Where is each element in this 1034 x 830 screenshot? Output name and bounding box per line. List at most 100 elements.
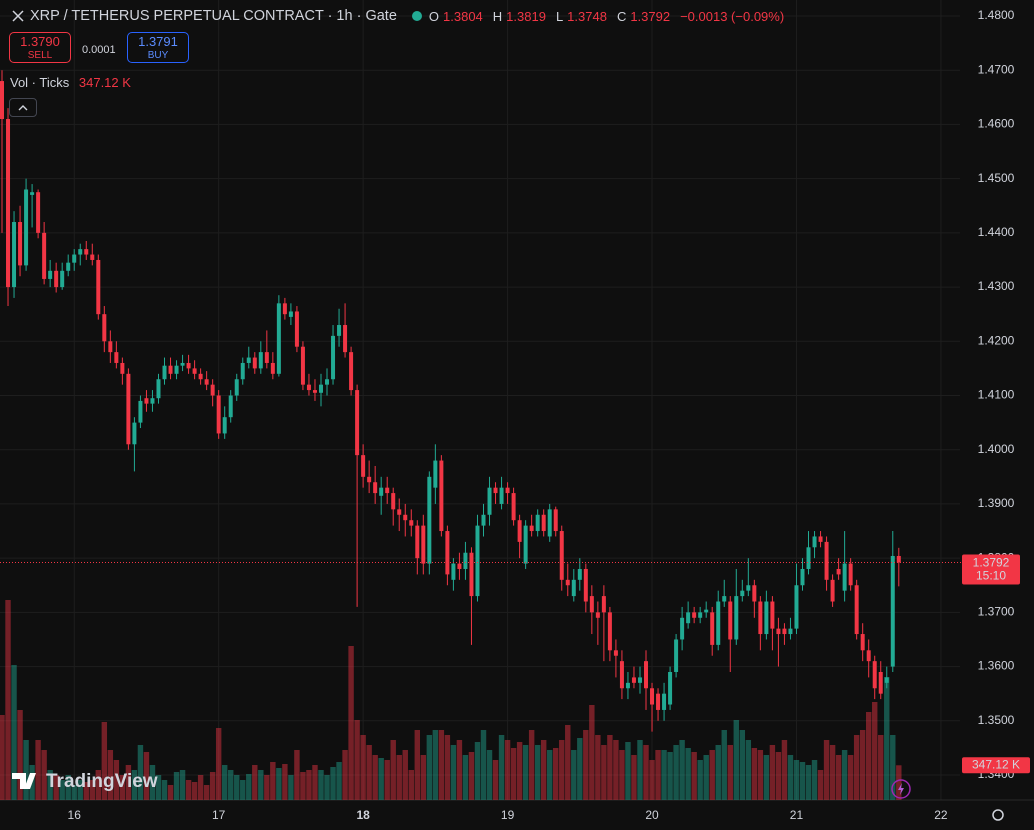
- volume-bar: [745, 740, 752, 800]
- candle-body: [529, 525, 534, 532]
- candle-body: [48, 270, 53, 279]
- candle-body: [66, 262, 71, 271]
- volume-bar: [679, 740, 685, 800]
- candle-body: [523, 525, 528, 564]
- volume-bar: [234, 775, 240, 800]
- candle-body: [379, 487, 384, 496]
- candle-body: [830, 579, 835, 602]
- volume-bar: [841, 750, 848, 800]
- candle-body: [60, 270, 65, 288]
- ohlc: O 1.3804 H 1.3819 L 1.3748 C 1.3792 −0.0013 (−0.…: [429, 9, 790, 24]
- volume-bar: [35, 740, 41, 800]
- volume-bar: [456, 740, 463, 800]
- price-label-box: [962, 554, 1020, 585]
- volume-bar: [781, 740, 788, 800]
- candle-body: [246, 357, 251, 363]
- volume-bar: [294, 750, 300, 800]
- candle-body: [541, 514, 546, 532]
- volume-title: Vol · Ticks: [10, 75, 70, 90]
- candle-body: [547, 509, 552, 537]
- volume-bar: [553, 748, 559, 800]
- candle-body: [613, 650, 618, 656]
- candle-body: [451, 563, 456, 580]
- candle-body: [318, 384, 323, 393]
- y-tick-label: 1.3900: [978, 496, 1015, 510]
- candle-body: [306, 384, 311, 391]
- candle-body: [78, 249, 83, 255]
- candle-body: [463, 552, 468, 569]
- volume-bar: [601, 745, 607, 800]
- candle-body: [12, 222, 17, 288]
- volume-bar: [300, 772, 306, 800]
- volume-bar: [847, 755, 854, 800]
- candle-body: [800, 568, 805, 586]
- volume-bar: [709, 750, 715, 800]
- volume-bar: [203, 785, 210, 800]
- spread: 0.0001: [82, 44, 116, 56]
- x-tick-label: 19: [501, 808, 515, 822]
- volume-bar: [420, 755, 427, 800]
- collapse-button[interactable]: [9, 98, 37, 117]
- volume-bar: [258, 770, 264, 800]
- candle-body: [216, 395, 221, 434]
- candle-body: [132, 422, 137, 445]
- candle-body: [812, 536, 817, 548]
- candle-body: [24, 189, 29, 266]
- volume-bar: [613, 740, 619, 800]
- candle-body: [421, 525, 426, 564]
- candle-body: [409, 520, 414, 526]
- volume-bar: [41, 750, 47, 800]
- candle-body: [138, 400, 143, 423]
- candle-body: [872, 661, 877, 689]
- volume-bar: [47, 770, 53, 800]
- candle-body: [511, 493, 516, 521]
- candle-body: [692, 612, 697, 618]
- candle-body: [866, 650, 871, 662]
- candle-body: [126, 373, 131, 445]
- candle-body: [445, 531, 450, 575]
- y-tick-label: 1.4100: [978, 388, 1015, 402]
- candle-body: [427, 476, 432, 564]
- sell-button[interactable]: 1.3790 SELL: [9, 32, 71, 63]
- price-label: 1.3792: [973, 556, 1010, 570]
- volume-bar: [516, 742, 523, 800]
- volume-bar: [589, 705, 595, 800]
- candle-body: [680, 617, 685, 640]
- x-tick-label: 20: [645, 808, 659, 822]
- volume-bar: [763, 755, 770, 800]
- candle-body: [174, 365, 179, 374]
- ohlc-label: O: [428, 8, 440, 24]
- volume-axis-label: 347.12 K: [972, 757, 1020, 771]
- volume-bar: [179, 770, 186, 800]
- chart-title[interactable]: XRP / TETHERUS PERPETUAL CONTRACT · 1h ·…: [30, 8, 397, 24]
- volume-bar: [125, 765, 132, 800]
- volume-bar: [703, 755, 709, 800]
- volume-bar: [480, 730, 487, 800]
- candle-body: [108, 341, 113, 353]
- candle-body: [325, 379, 330, 385]
- candle-body: [589, 596, 594, 613]
- candle-body: [6, 119, 11, 288]
- change: −0.0013 (−0.09%): [680, 8, 785, 24]
- chevron: [18, 105, 28, 111]
- candle-body: [644, 661, 649, 689]
- volume-bar: [149, 765, 156, 800]
- volume-label-box: [962, 757, 1030, 774]
- volume-bar: [71, 785, 77, 800]
- settings-icon: [992, 809, 1004, 821]
- symbol-icon[interactable]: [12, 10, 24, 22]
- volume-bar: [733, 720, 739, 800]
- volume-bar: [5, 600, 11, 800]
- y-tick-label: 1.4000: [978, 442, 1015, 456]
- candle-body: [331, 335, 336, 380]
- volume-bar: [167, 785, 174, 800]
- candle-body: [343, 325, 348, 353]
- volume-bar: [637, 740, 643, 800]
- candle-body: [0, 81, 4, 120]
- volume-bar: [101, 722, 108, 800]
- buy-button[interactable]: 1.3791 BUY: [127, 32, 189, 63]
- volume-bar: [324, 775, 330, 800]
- candle-body: [120, 362, 125, 374]
- volume-bar: [113, 760, 120, 800]
